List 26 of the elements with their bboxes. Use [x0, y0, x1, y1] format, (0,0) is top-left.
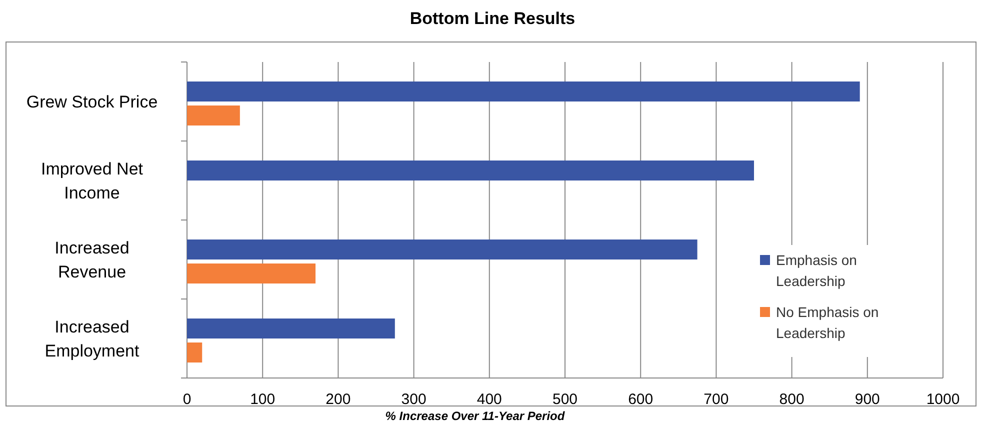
y-tick-label: Grew Stock Price: [26, 92, 158, 112]
x-tick-label: 400: [476, 391, 502, 408]
bar: [187, 160, 754, 180]
x-tick-label: 800: [779, 391, 804, 408]
bar: [187, 82, 860, 102]
y-tick-label: Increased Revenue: [54, 238, 130, 282]
bar: [187, 342, 202, 362]
bar: [187, 106, 240, 126]
legend-label: Emphasis on Leadership: [776, 252, 857, 289]
bar: [187, 240, 698, 260]
x-tick-label: 0: [182, 391, 192, 408]
y-tick-label: Increased Employment: [44, 318, 140, 360]
bar: [187, 318, 395, 338]
x-tick-label: 200: [326, 391, 351, 408]
x-tick-label: 500: [552, 391, 578, 408]
x-axis-title: % Increase Over 11-Year Period: [385, 409, 566, 423]
x-tick-label: 300: [401, 391, 426, 408]
x-tick-label: 1000: [926, 391, 960, 408]
x-tick-label: 600: [628, 391, 654, 408]
chart-title: Bottom Line Results: [410, 9, 576, 28]
x-tick-label: 700: [704, 391, 729, 408]
x-tick-label: 100: [250, 391, 276, 408]
bar: [187, 264, 316, 284]
y-tick-label: Improved Net Income: [40, 160, 144, 202]
x-tick-label: 900: [854, 391, 880, 408]
legend-label: No Emphasis on Leadership: [776, 304, 879, 341]
